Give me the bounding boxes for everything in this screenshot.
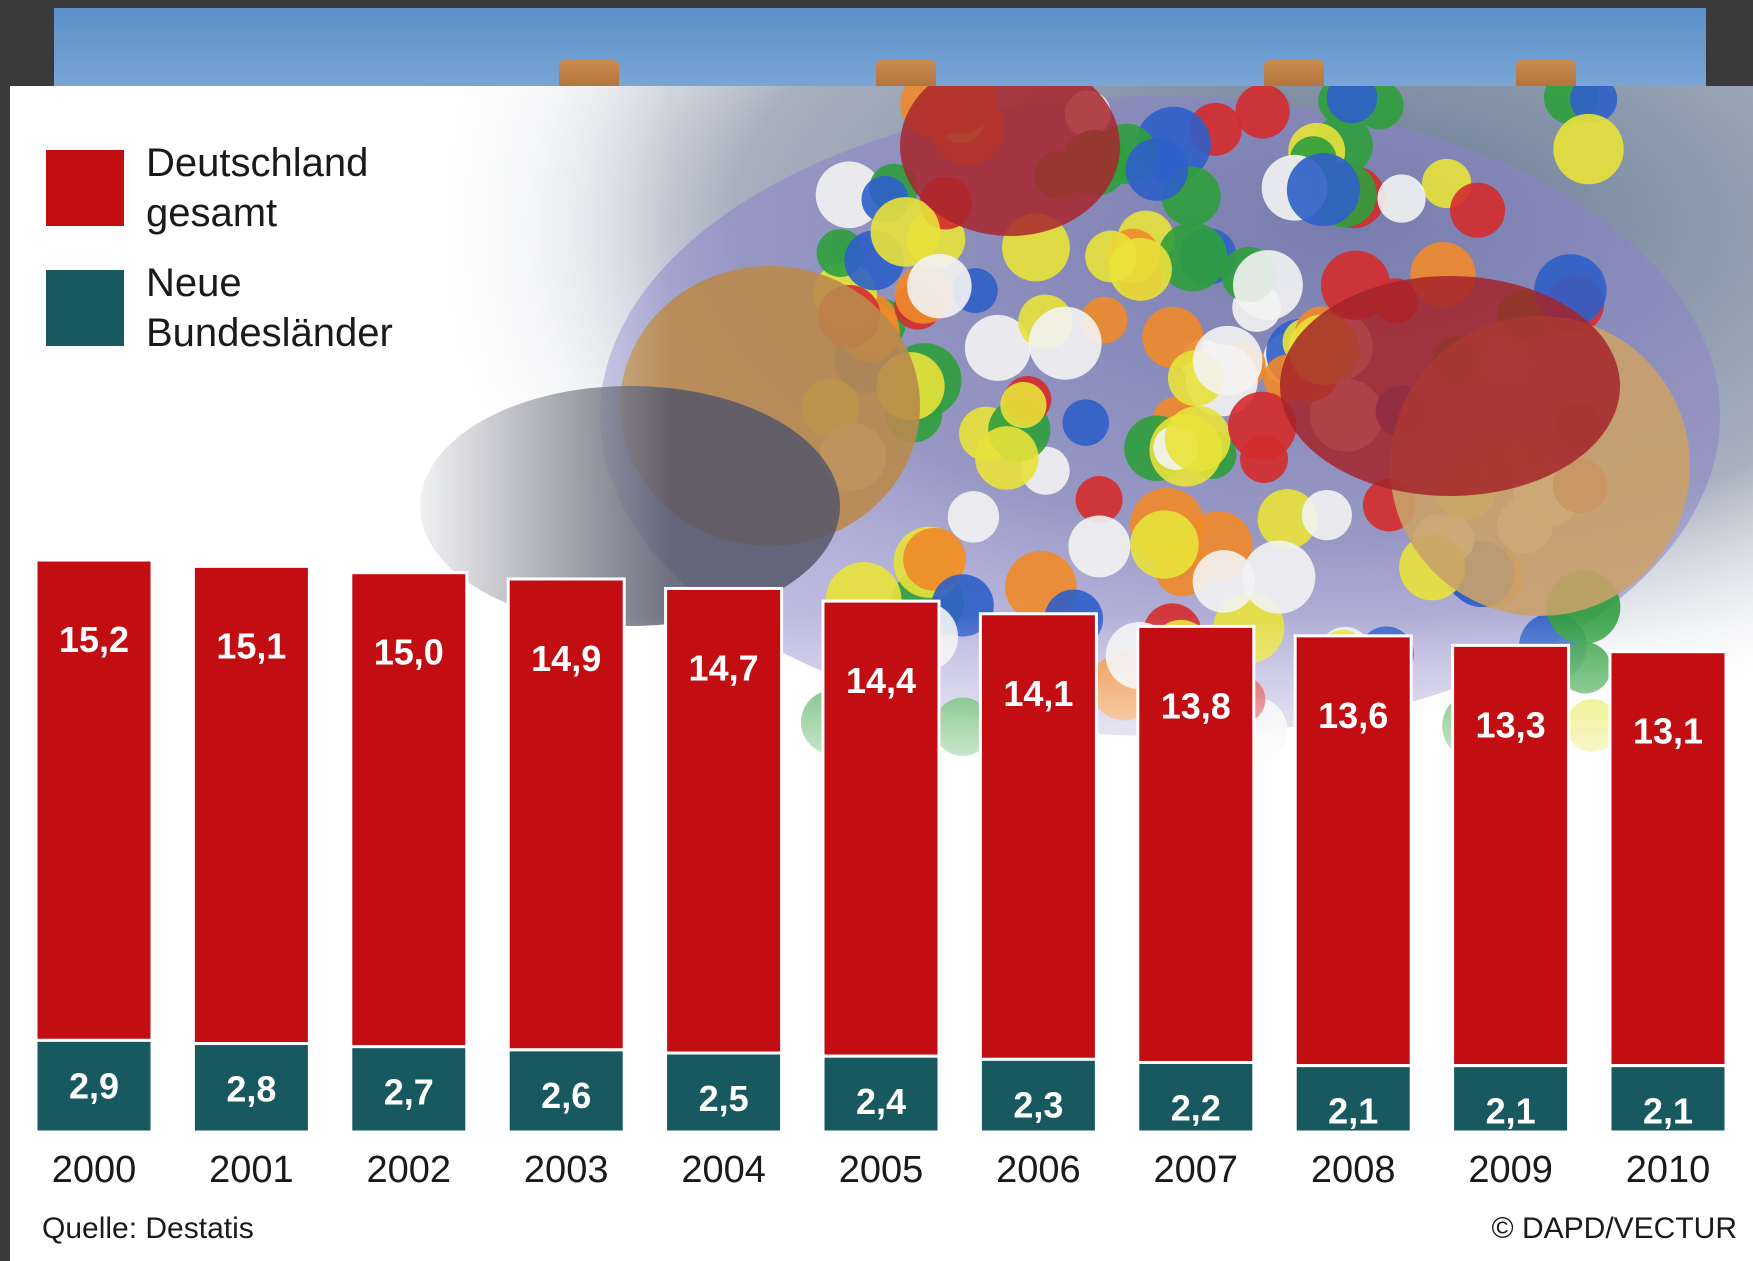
bar-neue-bundeslaender-2006 xyxy=(978,1057,1098,1134)
bar-neue-bundeslaender-2001 xyxy=(191,1042,311,1134)
bar-deutschland-2004 xyxy=(664,586,784,1055)
value-label-neue-bundeslaender-2009: 2,1 xyxy=(1486,1091,1536,1132)
x-tick-label-2010: 2010 xyxy=(1626,1149,1711,1191)
value-label-deutschland-2005: 14,4 xyxy=(846,660,916,701)
bar-neue-bundeslaender-2000 xyxy=(34,1038,154,1134)
bar-neue-bundeslaender-2005 xyxy=(821,1054,941,1134)
legend-swatch-neue-bundeslaender xyxy=(46,270,124,346)
x-tick-label-2008: 2008 xyxy=(1311,1149,1396,1191)
x-tick-label-2005: 2005 xyxy=(839,1149,924,1191)
value-label-deutschland-2002: 15,0 xyxy=(374,632,444,673)
value-label-deutschland-2006: 14,1 xyxy=(1003,673,1073,714)
source-label: Quelle: Destatis xyxy=(42,1212,254,1245)
bar-neue-bundeslaender-2004 xyxy=(664,1051,784,1134)
x-tick-label-2000: 2000 xyxy=(52,1149,137,1191)
bar-neue-bundeslaender-2002 xyxy=(349,1045,469,1134)
bar-neue-bundeslaender-2003 xyxy=(506,1048,626,1134)
legend-item-deutschland: Deutschland gesamt xyxy=(46,138,368,238)
value-label-neue-bundeslaender-2005: 2,4 xyxy=(856,1081,906,1122)
bar-deutschland-2009 xyxy=(1451,643,1571,1068)
bar-deutschland-2008 xyxy=(1293,634,1413,1068)
value-label-neue-bundeslaender-2008: 2,1 xyxy=(1328,1091,1378,1132)
legend-swatch-deutschland xyxy=(46,150,124,226)
x-tick-label-2009: 2009 xyxy=(1468,1149,1553,1191)
value-label-neue-bundeslaender-2003: 2,6 xyxy=(541,1075,591,1116)
bar-neue-bundeslaender-2009 xyxy=(1451,1064,1571,1134)
value-label-deutschland-2010: 13,1 xyxy=(1633,711,1703,752)
bar-neue-bundeslaender-2008 xyxy=(1293,1064,1413,1134)
bar-neue-bundeslaender-2007 xyxy=(1136,1060,1256,1134)
value-label-neue-bundeslaender-2010: 2,1 xyxy=(1643,1091,1693,1132)
bar-deutschland-2006 xyxy=(978,612,1098,1061)
x-tick-label-2004: 2004 xyxy=(681,1149,766,1191)
x-tick-label-2006: 2006 xyxy=(996,1149,1081,1191)
value-label-deutschland-2004: 14,7 xyxy=(689,647,759,688)
legend-item-neue-bundeslaender: Neue Bundesländer xyxy=(46,258,393,358)
infographic-panel: Deutschland gesamt Neue Bundesländer 15,… xyxy=(10,86,1753,1261)
bar-deutschland-2000 xyxy=(34,558,154,1042)
stacked-bar-chart: 15,2 2,9 2000 15,1 2,8 2001 15,0 2,7 2002 14,9 2,6… xyxy=(34,558,1728,1191)
bar-deutschland-2003 xyxy=(506,577,626,1052)
legend-label-deutschland: Deutschland gesamt xyxy=(146,141,369,235)
bar-deutschland-2005 xyxy=(821,599,941,1058)
bar-deutschland-2002 xyxy=(349,571,469,1049)
value-label-deutschland-2009: 13,3 xyxy=(1476,704,1546,745)
value-label-neue-bundeslaender-2007: 2,2 xyxy=(1171,1087,1221,1128)
value-label-neue-bundeslaender-2001: 2,8 xyxy=(226,1069,276,1110)
value-label-deutschland-2008: 13,6 xyxy=(1318,695,1388,736)
bar-deutschland-2001 xyxy=(191,564,311,1046)
value-label-neue-bundeslaender-2000: 2,9 xyxy=(69,1065,119,1106)
value-label-deutschland-2000: 15,2 xyxy=(59,619,129,660)
x-tick-label-2003: 2003 xyxy=(524,1149,609,1191)
value-label-deutschland-2003: 14,9 xyxy=(531,638,601,679)
bar-deutschland-2010 xyxy=(1608,650,1728,1068)
photo-background-strip xyxy=(54,8,1706,100)
value-label-neue-bundeslaender-2006: 2,3 xyxy=(1013,1084,1063,1125)
value-label-deutschland-2001: 15,1 xyxy=(216,625,286,666)
value-label-deutschland-2007: 13,8 xyxy=(1161,685,1231,726)
value-label-neue-bundeslaender-2004: 2,5 xyxy=(699,1078,749,1119)
x-tick-label-2002: 2002 xyxy=(367,1149,452,1191)
bar-deutschland-2007 xyxy=(1136,624,1256,1064)
x-tick-label-2001: 2001 xyxy=(209,1149,294,1191)
bar-neue-bundeslaender-2010 xyxy=(1608,1064,1728,1134)
x-tick-label-2007: 2007 xyxy=(1154,1149,1239,1191)
value-label-neue-bundeslaender-2002: 2,7 xyxy=(384,1072,434,1113)
legend-label-neue-bundeslaender: Neue Bundesländer xyxy=(146,261,393,355)
credit-label: © DAPD/VECTUR xyxy=(1491,1212,1737,1245)
